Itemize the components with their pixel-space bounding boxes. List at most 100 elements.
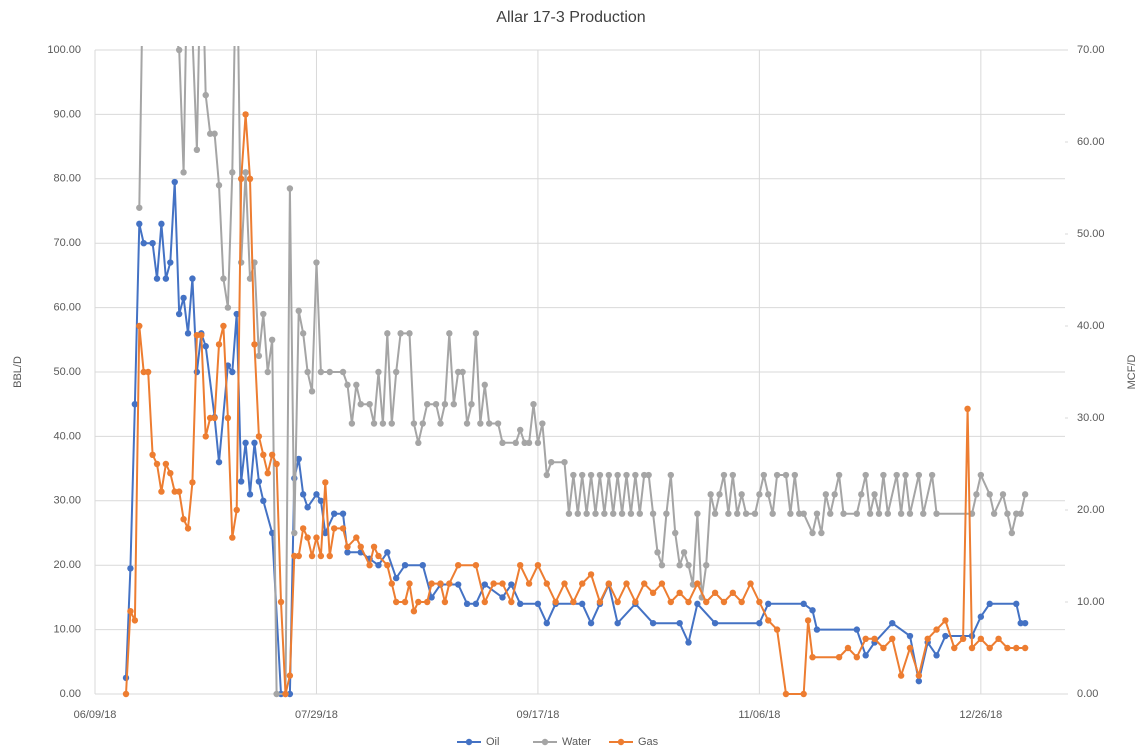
data-point [534,600,542,608]
data-point [791,471,799,479]
data-point [450,401,457,408]
data-point [809,654,816,661]
data-point [703,598,710,606]
data-point [193,368,201,376]
data-point [273,460,280,468]
data-point [193,146,201,154]
data-point [477,420,484,427]
data-point [463,420,471,427]
y2-tick-label: 10.00 [1077,596,1105,608]
data-point [291,552,298,560]
data-point [667,471,674,479]
data-point [432,401,440,408]
data-point [308,552,316,560]
data-point [508,581,515,588]
series-line [125,181,1026,695]
data-point [175,488,183,495]
data-point [561,580,568,587]
data-point [512,439,519,447]
data-point [897,510,905,517]
data-point [694,510,701,517]
data-point [486,420,493,427]
data-point [268,451,276,458]
data-point [127,608,134,615]
data-point [375,368,382,376]
data-point [255,478,263,485]
data-point [964,405,971,412]
data-point [229,169,236,176]
data-point [384,330,391,337]
y-tick-label: 70.00 [53,237,81,249]
data-point [1017,510,1024,517]
data-point [933,510,940,517]
y-tick-label: 40.00 [53,430,81,442]
data-point [180,516,187,523]
data-point [136,220,143,228]
data-point [184,330,192,337]
data-point [641,580,648,587]
data-point [353,381,360,389]
data-point [286,690,294,698]
y2-tick-label: 70.00 [1077,44,1105,56]
data-point [765,491,772,498]
data-point [180,169,187,176]
data-point [246,491,254,498]
data-point [428,594,435,601]
data-point [304,504,311,511]
data-point [809,607,816,614]
data-point [618,510,626,517]
data-point [738,598,745,606]
data-point [317,497,325,504]
data-point [977,471,985,479]
data-point [800,690,807,698]
data-point [720,471,728,479]
data-point [809,529,816,537]
data-point [543,619,550,627]
data-point [942,617,949,624]
data-point [605,471,612,479]
data-point [614,619,621,627]
legend-label: Gas [638,736,659,748]
data-point [348,420,356,427]
data-point [862,652,869,659]
data-point [308,388,316,395]
y-tick-label: 90.00 [53,108,81,120]
x-tick-label: 12/26/18 [959,709,1002,721]
legend-label: Oil [486,736,499,748]
data-point [392,598,400,606]
data-point [561,458,568,466]
data-point [596,598,604,606]
data-point [454,368,462,376]
data-point [543,471,550,479]
data-point [295,455,302,463]
data-point [140,368,147,376]
data-point [525,580,533,587]
data-point [711,589,719,596]
data-point [915,677,923,685]
data-point [224,414,232,422]
data-point [136,322,143,330]
data-point [623,471,630,479]
data-point [835,471,843,479]
data-point [167,259,174,266]
data-point [299,330,307,337]
data-point [601,510,608,517]
data-point [295,307,302,315]
data-point [641,471,648,479]
data-point [229,368,236,376]
data-point [862,471,869,479]
data-point [357,401,364,408]
legend-label: Water [562,736,591,748]
data-point [127,565,134,572]
data-point [751,510,759,517]
data-point [835,654,843,661]
data-point [339,368,347,376]
data-point [667,598,674,606]
data-point [570,598,577,606]
data-point [211,130,218,137]
data-point [499,594,506,601]
data-point [299,491,307,498]
data-point [1013,600,1020,608]
data-point [330,510,338,517]
data-point [933,652,940,659]
